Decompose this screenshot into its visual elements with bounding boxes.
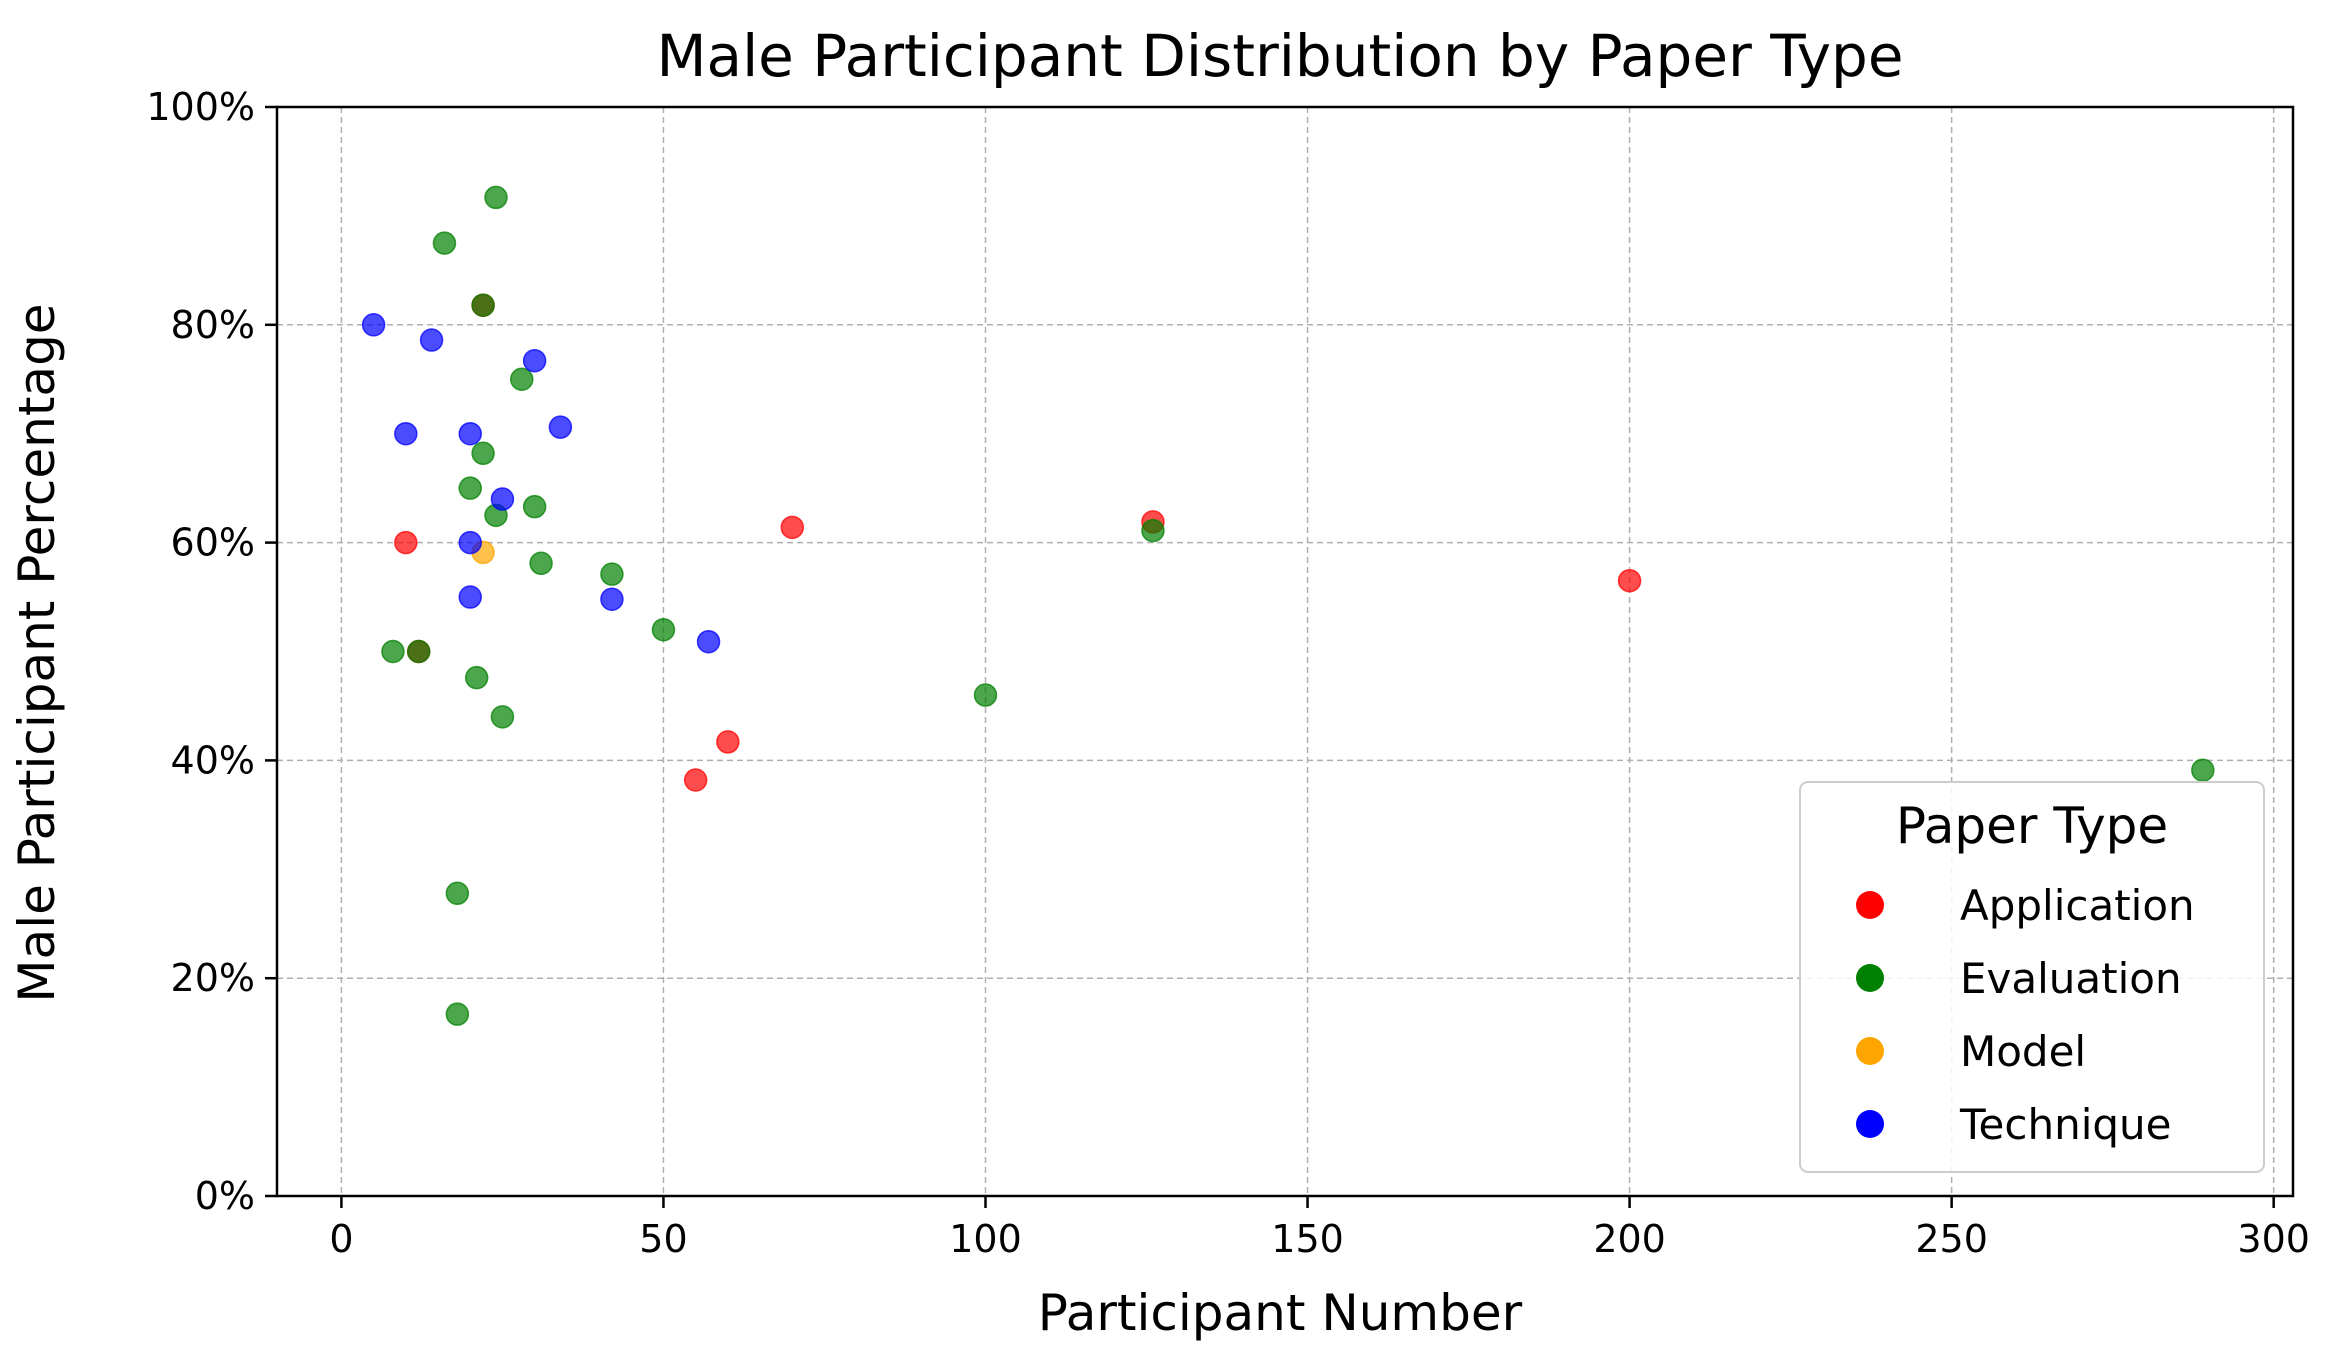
point-evaluation <box>471 441 495 466</box>
point-application <box>780 515 805 540</box>
data-points <box>361 185 2215 1026</box>
point-technique <box>490 487 515 511</box>
point-evaluation <box>1141 518 1165 543</box>
x-tick-label: 200 <box>1593 1217 1666 1261</box>
legend-label-application: Application <box>1960 881 2195 930</box>
point-technique <box>522 348 547 373</box>
point-evaluation <box>458 476 482 500</box>
point-evaluation <box>529 551 553 576</box>
legend-marker-technique <box>1856 1110 1884 1138</box>
y-tick-label: 100% <box>146 85 255 129</box>
axis-ticks: 0 50 100 150 200 250 300 0% 20% 40% 60% 80% 100% <box>146 85 2310 1261</box>
y-axis-title: Male Participant Percentage <box>8 303 66 1002</box>
y-tick-label: 80% <box>171 303 255 347</box>
point-evaluation <box>464 665 489 690</box>
x-tick-label: 250 <box>1915 1217 1988 1261</box>
point-evaluation <box>445 1002 470 1026</box>
point-evaluation <box>510 367 534 391</box>
legend-marker-model <box>1856 1037 1884 1065</box>
y-tick-label: 60% <box>171 521 255 565</box>
point-evaluation <box>522 494 547 519</box>
x-tick-label: 150 <box>1271 1217 1344 1261</box>
point-technique <box>458 585 482 609</box>
point-evaluation <box>406 639 431 664</box>
legend-label-technique: Technique <box>1959 1100 2171 1149</box>
point-application <box>394 530 418 555</box>
point-evaluation <box>445 881 470 906</box>
point-technique <box>458 421 482 446</box>
legend-marker-evaluation <box>1856 964 1884 992</box>
point-technique <box>419 328 444 352</box>
x-tick-label: 50 <box>639 1217 687 1261</box>
point-technique <box>458 530 482 555</box>
point-application <box>1617 568 1642 593</box>
x-axis-title: Participant Number <box>1038 1284 1523 1342</box>
legend: Paper Type Application Evaluation Model Tec… <box>1799 781 2265 1173</box>
point-evaluation <box>484 185 508 210</box>
legend-marker-application <box>1856 891 1884 919</box>
point-technique <box>394 421 418 446</box>
point-evaluation <box>471 293 495 317</box>
y-tick-label: 20% <box>171 956 255 1000</box>
point-application <box>683 768 708 792</box>
point-application <box>716 730 740 754</box>
point-technique <box>600 587 624 611</box>
legend-title: Paper Type <box>1896 797 2168 855</box>
plot-area-frame <box>275 105 2295 1198</box>
x-tick-label: 300 <box>2237 1217 2310 1261</box>
point-technique <box>548 415 573 439</box>
point-evaluation <box>490 705 515 729</box>
legend-box <box>1799 781 2265 1173</box>
legend-label-evaluation: Evaluation <box>1960 954 2182 1003</box>
point-evaluation <box>973 683 998 707</box>
point-evaluation <box>651 617 676 642</box>
x-tick-label: 100 <box>949 1217 1022 1261</box>
point-evaluation <box>432 231 457 255</box>
y-tick-label: 0% <box>195 1174 255 1218</box>
legend-label-model: Model <box>1960 1027 2086 1076</box>
point-evaluation <box>600 562 624 586</box>
point-technique <box>361 313 386 337</box>
point-evaluation <box>381 639 405 664</box>
x-tick-label: 0 <box>329 1217 353 1261</box>
point-technique <box>696 629 721 654</box>
chart-title: Male Participant Distribution by Paper T… <box>656 22 1903 90</box>
y-tick-label: 40% <box>171 738 255 782</box>
point-evaluation <box>2191 758 2215 782</box>
